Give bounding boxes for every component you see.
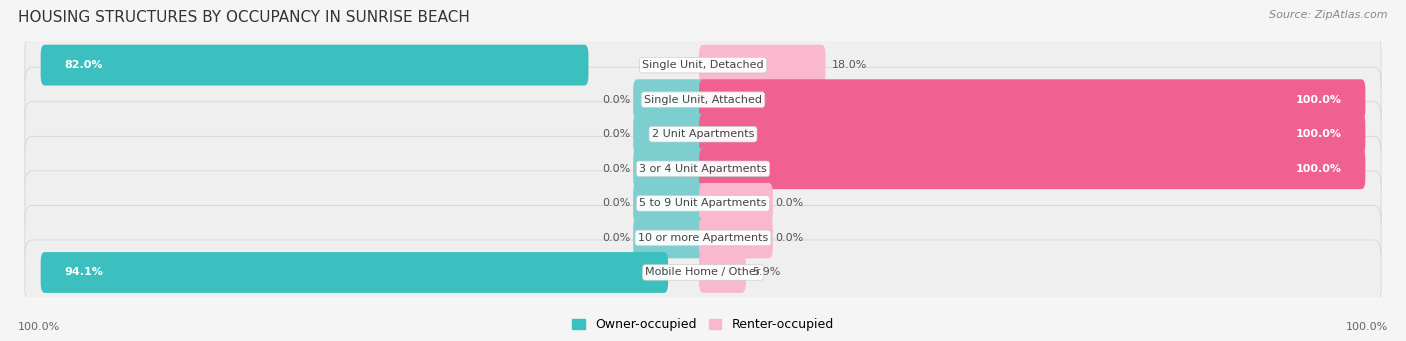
Text: 94.1%: 94.1% (65, 267, 103, 278)
FancyBboxPatch shape (25, 240, 1381, 305)
Text: Single Unit, Attached: Single Unit, Attached (644, 95, 762, 105)
FancyBboxPatch shape (25, 33, 1381, 98)
Legend: Owner-occupied, Renter-occupied: Owner-occupied, Renter-occupied (568, 313, 838, 337)
FancyBboxPatch shape (25, 102, 1381, 167)
Text: 0.0%: 0.0% (602, 95, 630, 105)
FancyBboxPatch shape (633, 218, 707, 258)
Text: 0.0%: 0.0% (776, 198, 804, 208)
Text: 18.0%: 18.0% (832, 60, 868, 70)
FancyBboxPatch shape (699, 218, 773, 258)
FancyBboxPatch shape (25, 136, 1381, 201)
Text: 0.0%: 0.0% (776, 233, 804, 243)
Text: 3 or 4 Unit Apartments: 3 or 4 Unit Apartments (640, 164, 766, 174)
Text: 0.0%: 0.0% (602, 233, 630, 243)
FancyBboxPatch shape (633, 79, 707, 120)
FancyBboxPatch shape (41, 252, 668, 293)
FancyBboxPatch shape (633, 114, 707, 154)
Text: 100.0%: 100.0% (1296, 164, 1341, 174)
Text: 82.0%: 82.0% (65, 60, 103, 70)
FancyBboxPatch shape (25, 205, 1381, 270)
FancyBboxPatch shape (699, 45, 825, 86)
Text: 2 Unit Apartments: 2 Unit Apartments (652, 129, 754, 139)
FancyBboxPatch shape (25, 171, 1381, 236)
Text: 100.0%: 100.0% (1296, 129, 1341, 139)
FancyBboxPatch shape (633, 148, 707, 189)
Text: 5 to 9 Unit Apartments: 5 to 9 Unit Apartments (640, 198, 766, 208)
Text: 0.0%: 0.0% (602, 198, 630, 208)
Text: Mobile Home / Other: Mobile Home / Other (645, 267, 761, 278)
Text: 100.0%: 100.0% (18, 322, 60, 332)
Text: 100.0%: 100.0% (1296, 95, 1341, 105)
FancyBboxPatch shape (25, 67, 1381, 132)
Text: HOUSING STRUCTURES BY OCCUPANCY IN SUNRISE BEACH: HOUSING STRUCTURES BY OCCUPANCY IN SUNRI… (18, 10, 470, 25)
Text: 10 or more Apartments: 10 or more Apartments (638, 233, 768, 243)
Text: 0.0%: 0.0% (602, 129, 630, 139)
Text: 5.9%: 5.9% (752, 267, 780, 278)
Text: 100.0%: 100.0% (1346, 322, 1388, 332)
FancyBboxPatch shape (699, 148, 1365, 189)
Text: Source: ZipAtlas.com: Source: ZipAtlas.com (1270, 10, 1388, 20)
FancyBboxPatch shape (633, 183, 707, 224)
FancyBboxPatch shape (41, 45, 589, 86)
FancyBboxPatch shape (699, 183, 773, 224)
FancyBboxPatch shape (699, 114, 1365, 154)
FancyBboxPatch shape (699, 252, 745, 293)
FancyBboxPatch shape (699, 79, 1365, 120)
Text: Single Unit, Detached: Single Unit, Detached (643, 60, 763, 70)
Text: 0.0%: 0.0% (602, 164, 630, 174)
